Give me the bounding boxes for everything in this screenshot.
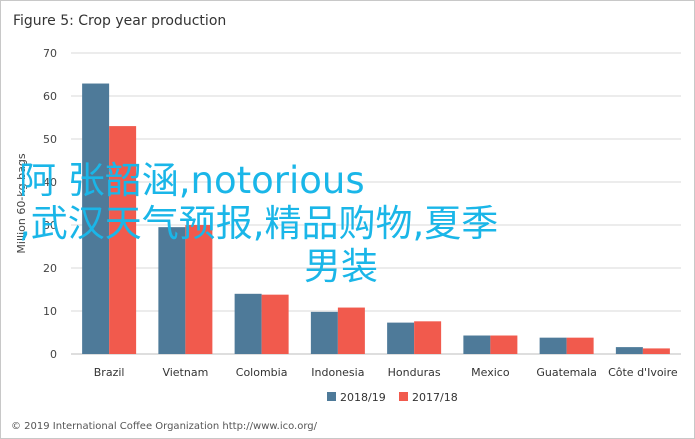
- bar-2017-18-1: [185, 225, 213, 354]
- bar-2017-18-5: [490, 335, 518, 354]
- y-tick-label: 50: [43, 133, 57, 146]
- chart-title: Figure 5: Crop year production: [13, 13, 226, 29]
- y-tick-label: 70: [43, 47, 57, 60]
- bar-2018-19-6: [539, 337, 567, 354]
- bar-2017-18-0: [109, 126, 137, 354]
- legend-label-0: 2018/19: [340, 391, 386, 404]
- y-axis-label: Million 60-kg bags: [15, 153, 28, 253]
- y-tick-label: 30: [43, 219, 57, 232]
- legend-label-1: 2017/18: [412, 391, 458, 404]
- bar-2018-19-0: [82, 83, 110, 354]
- x-tick-label: Colombia: [236, 366, 288, 379]
- bar-2018-19-5: [463, 335, 491, 354]
- x-tick-label: Honduras: [388, 366, 441, 379]
- x-tick-label: Guatemala: [536, 366, 597, 379]
- x-tick-label: Vietnam: [162, 366, 208, 379]
- bar-2017-18-7: [642, 348, 670, 354]
- x-tick-label: Mexico: [471, 366, 510, 379]
- legend-swatch-1: [399, 392, 408, 401]
- x-tick-label: Brazil: [94, 366, 125, 379]
- legend-swatch-0: [327, 392, 336, 401]
- y-tick-label: 60: [43, 90, 57, 103]
- bar-2017-18-2: [261, 294, 289, 354]
- bar-2018-19-4: [387, 322, 415, 354]
- bar-2018-19-2: [234, 293, 262, 354]
- bar-2017-18-6: [566, 337, 594, 354]
- bar-2017-18-4: [414, 321, 442, 354]
- y-tick-label: 10: [43, 305, 57, 318]
- x-tick-label: Côte d'Ivoire: [608, 366, 678, 379]
- bar-2018-19-3: [310, 311, 338, 354]
- y-tick-label: 20: [43, 262, 57, 275]
- x-tick-label: Indonesia: [311, 366, 364, 379]
- bar-2018-19-1: [158, 227, 186, 354]
- footer-copyright: © 2019 International Coffee Organization…: [11, 421, 318, 432]
- bar-2017-18-3: [337, 307, 365, 354]
- bar-2018-19-7: [615, 347, 643, 354]
- y-tick-label: 40: [43, 176, 57, 189]
- y-tick-label: 0: [50, 348, 57, 361]
